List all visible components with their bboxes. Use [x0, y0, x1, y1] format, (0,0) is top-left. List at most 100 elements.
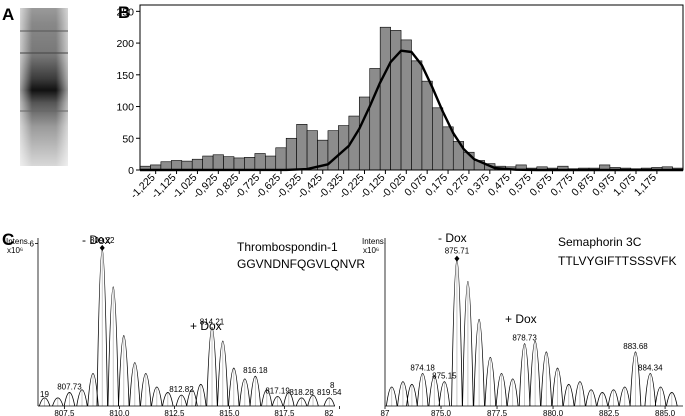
peak: [228, 367, 240, 407]
bar: [202, 155, 214, 171]
peak: [462, 281, 474, 407]
x-tick-label: 0,475: [486, 172, 513, 199]
bar: [296, 124, 308, 171]
panel-label: B: [118, 3, 130, 22]
bar: [223, 156, 235, 171]
peak: [574, 381, 586, 407]
y-tick-label: 6: [30, 239, 35, 248]
peptide-sequence: GGVNDNFQGVLQNVR: [237, 257, 365, 271]
gel-image: [20, 8, 68, 166]
peak: [438, 381, 451, 407]
bar: [181, 160, 193, 171]
x-tick-label: 0,375: [465, 172, 492, 199]
peak-label: 814.21: [200, 317, 225, 326]
panel-label: A: [2, 5, 14, 24]
peak: [249, 375, 262, 407]
bar: [265, 155, 277, 171]
peak: [416, 373, 429, 407]
peak-label: 875.15: [432, 372, 457, 381]
x-tick-label: 875.0: [431, 409, 452, 416]
bar: [432, 107, 444, 171]
peak: [38, 397, 51, 407]
peak-label: 818.28: [289, 388, 314, 397]
peak: [261, 389, 273, 407]
x-tick-label: 0,075: [402, 172, 429, 199]
bar: [160, 161, 172, 171]
x-tick-label: 1,175: [632, 172, 659, 199]
peak: [76, 389, 88, 407]
peak: [428, 375, 441, 407]
bar: [212, 154, 224, 171]
peak: [63, 392, 76, 407]
x-tick-label: 0,575: [507, 172, 534, 199]
peak: [406, 383, 418, 407]
x-tick-label: 810.0: [109, 409, 130, 416]
peak-label: 884.34: [638, 363, 663, 372]
bar: [421, 80, 433, 171]
y-axis-label: Intens.: [6, 237, 30, 246]
peak: [666, 392, 678, 407]
x-tick-label: 812.5: [164, 409, 185, 416]
peak: [195, 383, 207, 407]
protein-name: Semaphorin 3C: [558, 235, 642, 249]
peak-label: 878.73: [512, 334, 537, 343]
plot-frame: [139, 4, 684, 171]
x-tick-label: 0,875: [569, 172, 596, 199]
peak: [217, 340, 229, 407]
bar: [171, 160, 183, 171]
bar: [379, 26, 391, 171]
peak: [644, 373, 657, 407]
peak-label: 883.68: [623, 342, 648, 351]
panel-label: C: [2, 230, 14, 249]
bar: [400, 39, 412, 171]
x-tick-label: 882.5: [599, 409, 620, 416]
bar: [442, 126, 454, 171]
peak: [585, 389, 597, 407]
peak-label: 816.18: [243, 366, 268, 375]
x-tick-label: 815.0: [219, 409, 240, 416]
peak: [629, 351, 642, 407]
protein-name: Thrombospondin-1: [237, 240, 338, 254]
peak: [473, 318, 485, 407]
peptide-sequence: TTLVYGIFTTSSSVFK: [558, 254, 676, 268]
peak-label: 874.18: [410, 363, 435, 372]
x-tick-label: 880.0: [543, 409, 564, 416]
peak-label: 817.19: [265, 387, 290, 396]
y-unit: x10⁶: [363, 246, 379, 255]
peak: [495, 373, 508, 407]
peak: [295, 397, 308, 407]
condition-label: + Dox: [190, 319, 222, 333]
peak-marker: [454, 255, 460, 262]
condition-label: + Dox: [505, 312, 537, 326]
bar: [254, 153, 266, 171]
peak: [540, 351, 553, 407]
peak: [607, 389, 620, 407]
x-tick-label: 885.0: [655, 409, 676, 416]
x-tick-label: 0,775: [548, 172, 575, 199]
y-tick-label: 250: [116, 6, 134, 18]
condition-label: - Dox: [438, 231, 467, 245]
bar: [233, 157, 245, 171]
x-tick-label: 817.5: [274, 409, 295, 416]
bar: [191, 158, 203, 171]
x-tick-label: 0,175: [423, 172, 450, 199]
peak: [271, 396, 284, 407]
peak-label: 819.54: [317, 388, 342, 397]
peak: [206, 327, 218, 407]
peak: [596, 392, 609, 407]
x-tick-label: 0,675: [528, 172, 555, 199]
peak: [118, 335, 130, 407]
bar: [411, 60, 423, 171]
x-tick-label: 1,075: [611, 172, 638, 199]
peak: [307, 394, 319, 407]
edge-label: 8: [330, 381, 335, 390]
y-tick-label: 150: [116, 70, 134, 82]
peak: [151, 386, 163, 407]
peak: [162, 392, 174, 407]
peak: [618, 386, 631, 407]
bar: [285, 137, 297, 171]
x-tick-label: 807.5: [54, 409, 75, 416]
peak: [107, 286, 119, 407]
y-axis-label: Intens.: [362, 237, 386, 246]
